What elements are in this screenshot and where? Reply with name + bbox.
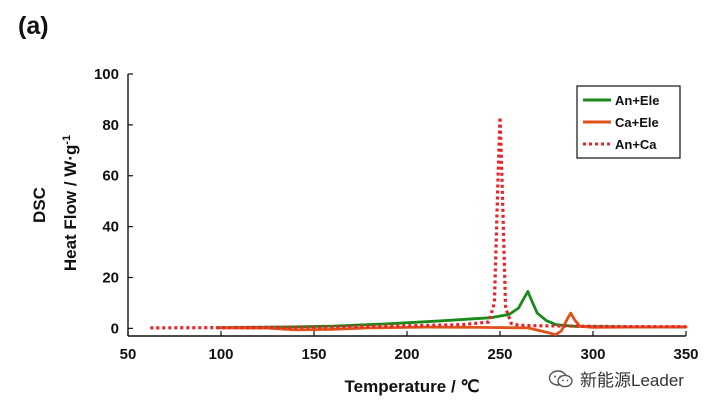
watermark: 新能源Leader — [548, 366, 684, 391]
y-tick-label: 0 — [111, 320, 119, 337]
watermark-text: 新能源Leader — [580, 371, 684, 390]
y-axis-ticks: 0 20 40 60 80 100 — [94, 66, 133, 337]
y-tick-label: 60 — [102, 168, 119, 185]
series-layer — [150, 115, 688, 337]
y-axis-label-main: Heat Flow / W·g — [61, 145, 80, 272]
panel-label: (a) — [18, 12, 49, 40]
y-tick-label: 80 — [102, 117, 119, 134]
y-axis-label-line2: Heat Flow / W·g-1 — [61, 135, 80, 271]
series-line-an-ele — [215, 290, 688, 330]
y-axis-label-line1: DSC — [30, 187, 49, 223]
x-tick-label: 250 — [487, 346, 512, 363]
wechat-icon — [548, 369, 573, 387]
x-tick-label: 300 — [580, 346, 605, 363]
x-tick-label: 150 — [301, 346, 326, 363]
y-tick-label: 20 — [102, 269, 119, 286]
y-tick-label: 40 — [102, 219, 119, 236]
x-tick-label: 200 — [394, 346, 419, 363]
x-tick-label: 350 — [673, 346, 698, 363]
y-axis-label-superscript: -1 — [61, 135, 73, 145]
legend-label: An+Ele — [615, 93, 659, 108]
x-axis-label: Temperature / ℃ — [345, 377, 480, 396]
legend-label: An+Ca — [615, 137, 657, 152]
x-axis-ticks: 50 100 150 200 250 300 350 — [120, 331, 699, 363]
legend: An+Ele Ca+Ele An+Ca — [576, 85, 681, 159]
x-tick-label: 50 — [120, 346, 137, 363]
x-tick-label: 100 — [208, 346, 233, 363]
series-line-an-ca — [150, 115, 687, 330]
y-tick-label: 100 — [94, 66, 119, 83]
legend-label: Ca+Ele — [615, 115, 659, 130]
